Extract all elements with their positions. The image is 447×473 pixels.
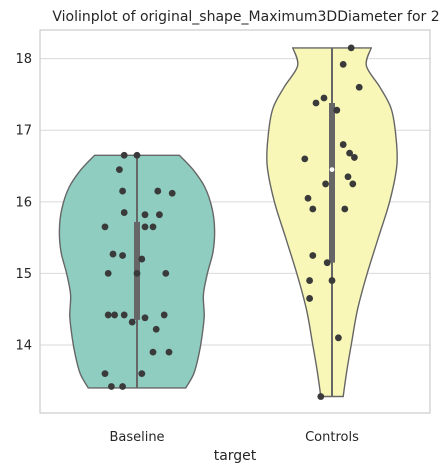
data-point [322, 180, 329, 188]
chart-title: Violinplot of original_shape_Maximum3DDi… [52, 9, 439, 25]
data-point [347, 44, 355, 52]
plot-frame [39, 29, 431, 414]
data-point [339, 60, 347, 68]
data-point [312, 99, 320, 107]
data-point [351, 154, 358, 161]
data-point [317, 393, 325, 400]
data-point [309, 252, 317, 259]
y-tick-label: 15 [15, 267, 32, 282]
data-point [154, 187, 162, 195]
data-point [104, 311, 112, 319]
data-point [328, 277, 336, 284]
data-point [323, 259, 331, 267]
data-point [128, 318, 136, 326]
y-tick-labels: 14 15 16 17 18 [15, 52, 32, 353]
data-point [156, 211, 163, 219]
data-point [346, 149, 353, 157]
data-point [119, 383, 126, 390]
data-point [141, 223, 149, 231]
data-point [133, 270, 141, 277]
y-tick-label: 14 [15, 338, 32, 353]
data-point [149, 223, 157, 231]
x-tick-label: Controls [305, 430, 359, 445]
data-point [119, 252, 126, 259]
y-tick-label: 16 [15, 195, 32, 210]
data-point [333, 106, 341, 114]
x-tick-label: Baseline [109, 430, 164, 445]
data-point [304, 194, 312, 202]
data-point [306, 277, 313, 284]
data-point [101, 223, 109, 231]
x-axis-label: target [214, 448, 257, 464]
violins [58, 47, 398, 398]
data-point [335, 334, 342, 342]
data-point [111, 311, 118, 319]
data-point [339, 141, 347, 148]
data-point [104, 270, 112, 277]
data-point [116, 166, 123, 173]
data-point [138, 370, 146, 378]
data-point [141, 211, 149, 219]
data-point [341, 205, 349, 213]
data-point [119, 187, 126, 195]
data-point [306, 295, 313, 302]
data-point [120, 209, 128, 216]
data-point [349, 180, 357, 188]
strip-points [101, 44, 363, 400]
data-point [138, 255, 146, 263]
data-point [309, 205, 317, 213]
data-point [344, 173, 352, 181]
y-tick-label: 18 [15, 52, 32, 67]
data-point [301, 155, 309, 163]
data-point [320, 94, 328, 102]
data-point [120, 151, 128, 159]
data-point [120, 311, 128, 319]
data-point [160, 311, 168, 319]
data-point [162, 270, 170, 277]
data-point [108, 383, 115, 390]
data-point [101, 370, 109, 378]
data-point [141, 314, 149, 322]
data-point [152, 325, 160, 333]
data-point [109, 250, 117, 258]
data-point [355, 83, 363, 91]
data-point [133, 151, 141, 159]
data-point [149, 348, 157, 356]
data-point [168, 189, 176, 197]
median-marker [329, 167, 335, 172]
data-point [165, 348, 173, 356]
x-tick-labels: Baseline Controls [109, 430, 359, 445]
y-tick-label: 17 [15, 124, 32, 139]
